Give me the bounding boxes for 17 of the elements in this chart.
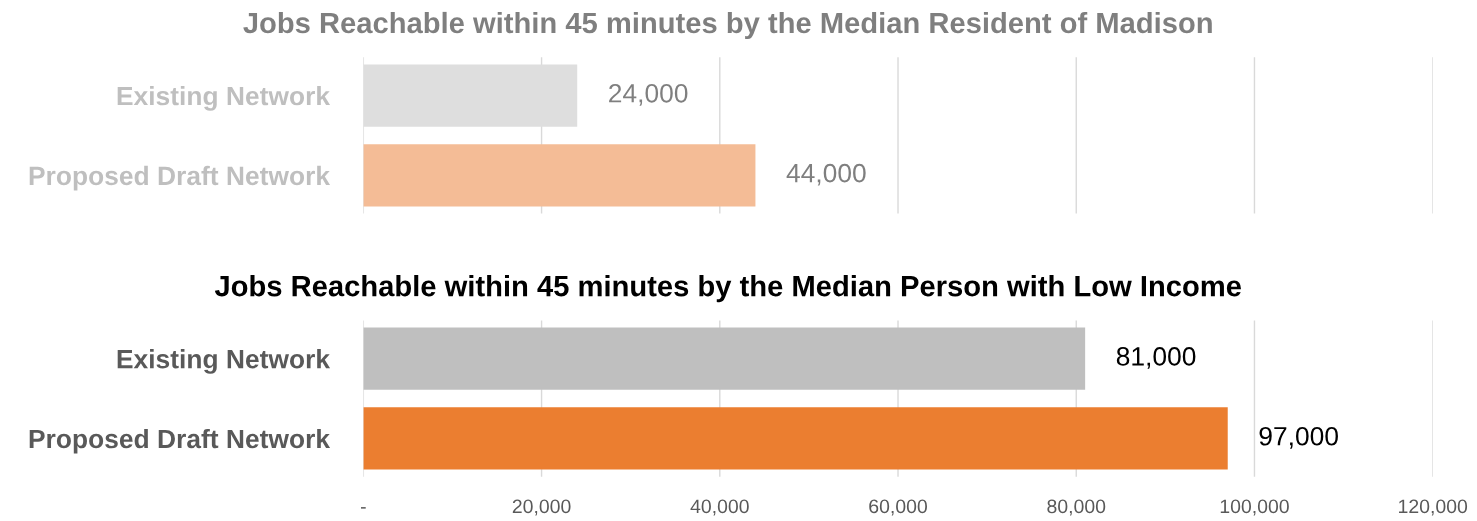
x-tick-label: - bbox=[360, 507, 366, 509]
x-tick-label: 40,000 bbox=[690, 499, 749, 516]
y-tick-label: Existing Network bbox=[117, 85, 331, 111]
y-tick-label: Existing Network bbox=[117, 349, 331, 374]
x-tick-label: 60,000 bbox=[869, 499, 927, 516]
x-tick-label: 100,000 bbox=[1220, 499, 1289, 516]
chart-title: Jobs Reachable within 45 minutes by the Median Resident of Madison bbox=[243, 11, 1212, 40]
data-label: 24,000 bbox=[609, 83, 688, 106]
data-label: 81,000 bbox=[1116, 347, 1196, 369]
y-tick-label: Proposed Draft Network bbox=[29, 428, 331, 454]
data-label: 44,000 bbox=[786, 163, 866, 186]
x-tick-label: 120,000 bbox=[1399, 499, 1468, 516]
y-tick-label: Proposed Draft Network bbox=[29, 165, 331, 191]
chart-title: Jobs Reachable within 45 minutes by the Median Person with Low Income bbox=[214, 274, 1241, 303]
data-label: 97,000 bbox=[1259, 426, 1338, 449]
x-tick-label: 80,000 bbox=[1047, 499, 1106, 516]
x-tick-label: 20,000 bbox=[512, 499, 571, 516]
